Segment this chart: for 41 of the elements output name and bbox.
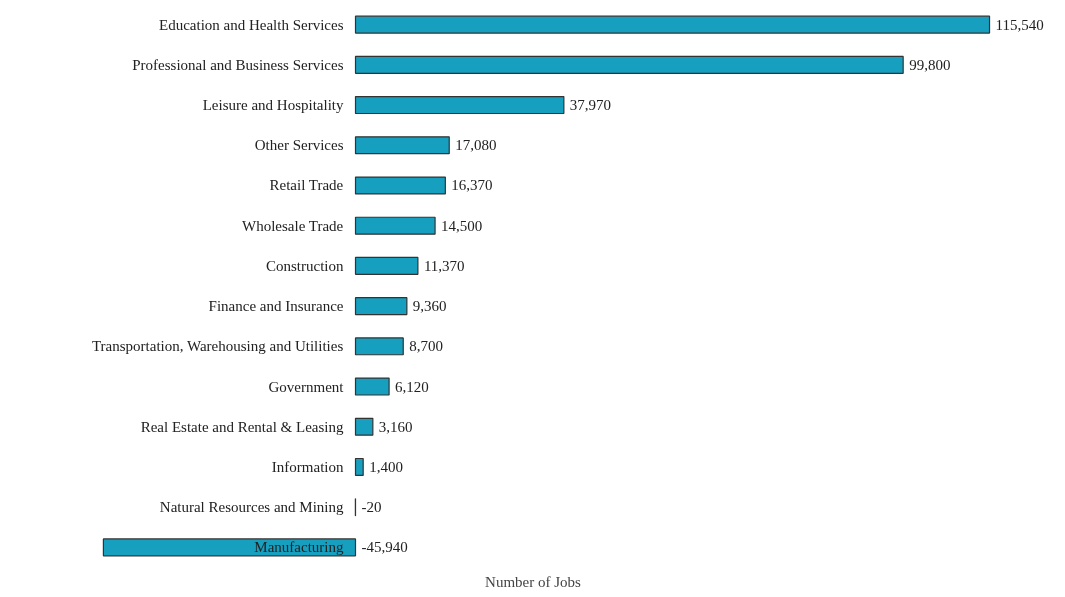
y-tick-label: Finance and Insurance (208, 298, 344, 315)
data-label: 115,540 (995, 16, 1044, 33)
y-tick-label: Government (268, 378, 345, 395)
x-axis-title: Number of Jobs (485, 573, 582, 590)
y-tick-label: Manufacturing (254, 539, 344, 556)
bar (354, 457, 364, 477)
data-label: 9,360 (412, 298, 447, 315)
data-label: 17,080 (455, 137, 497, 154)
data-label: 37,970 (569, 97, 612, 114)
data-label: 99,800 (909, 56, 951, 73)
data-label: -20 (361, 499, 382, 516)
bar (354, 15, 991, 34)
data-label: -45,940 (361, 539, 408, 556)
bar (354, 256, 419, 275)
data-label: 16,370 (451, 177, 493, 194)
y-tick-label: Retail Trade (269, 177, 344, 194)
bar (354, 297, 408, 316)
data-label: 14,500 (441, 217, 483, 234)
data-label: 1,400 (369, 458, 403, 475)
bar (354, 417, 374, 436)
data-label: 6,120 (395, 378, 429, 395)
y-tick-label: Information (271, 458, 344, 475)
data-label: 8,700 (409, 338, 443, 355)
y-tick-label: Transportation, Warehousing and Utilities (91, 338, 344, 355)
y-tick-label: Real Estate and Rental & Leasing (140, 418, 344, 435)
y-tick-label: Natural Resources and Mining (159, 499, 344, 516)
bar (354, 216, 436, 235)
y-tick-label: Professional and Business Services (132, 56, 344, 73)
bar (354, 337, 404, 356)
y-tick-label: Education and Health Services (158, 16, 344, 33)
bar (354, 377, 390, 396)
y-tick-label: Leisure and Hospitality (202, 97, 344, 114)
y-tick-label: Construction (266, 257, 344, 274)
bar (354, 176, 446, 195)
y-tick-label: Wholesale Trade (242, 217, 344, 234)
y-tick-label: Other Services (254, 137, 344, 154)
data-label: 3,160 (378, 418, 413, 435)
bar (354, 55, 904, 74)
bar (354, 96, 565, 115)
data-label: 11,370 (423, 257, 465, 274)
bar (354, 136, 450, 155)
